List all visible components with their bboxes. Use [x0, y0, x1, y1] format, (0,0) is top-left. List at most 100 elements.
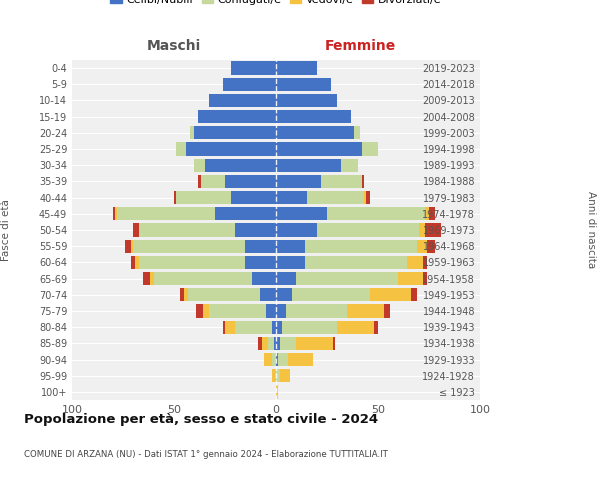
- Bar: [186, 142, 276, 156]
- Bar: [292, 288, 370, 302]
- Bar: [276, 256, 305, 269]
- Bar: [276, 320, 282, 334]
- Bar: [276, 272, 296, 285]
- Bar: [321, 175, 362, 188]
- Bar: [407, 256, 423, 269]
- Bar: [347, 304, 384, 318]
- Bar: [117, 207, 215, 220]
- Bar: [276, 94, 337, 107]
- Bar: [131, 256, 135, 269]
- Bar: [215, 207, 276, 220]
- Bar: [276, 369, 280, 382]
- Bar: [274, 336, 276, 350]
- Bar: [199, 175, 200, 188]
- Bar: [139, 256, 245, 269]
- Bar: [264, 353, 272, 366]
- Bar: [125, 240, 131, 253]
- Bar: [194, 158, 205, 172]
- Bar: [280, 336, 296, 350]
- Bar: [180, 288, 184, 302]
- Bar: [231, 62, 276, 74]
- Bar: [133, 240, 245, 253]
- Bar: [276, 175, 321, 188]
- Bar: [370, 288, 410, 302]
- Bar: [209, 94, 276, 107]
- Bar: [231, 191, 276, 204]
- Bar: [188, 288, 260, 302]
- Bar: [276, 224, 317, 236]
- Bar: [286, 304, 347, 318]
- Bar: [135, 256, 139, 269]
- Bar: [209, 304, 266, 318]
- Bar: [196, 304, 203, 318]
- Bar: [427, 240, 435, 253]
- Bar: [276, 142, 362, 156]
- Bar: [423, 272, 427, 285]
- Text: Maschi: Maschi: [147, 38, 201, 52]
- Bar: [276, 386, 278, 398]
- Bar: [305, 256, 407, 269]
- Bar: [245, 256, 276, 269]
- Bar: [366, 191, 370, 204]
- Bar: [327, 207, 425, 220]
- Bar: [257, 336, 262, 350]
- Legend: Celibi/Nubili, Coniugati/e, Vedovi/e, Divorziati/e: Celibi/Nubili, Coniugati/e, Vedovi/e, Di…: [106, 0, 446, 10]
- Bar: [143, 272, 149, 285]
- Bar: [131, 240, 133, 253]
- Bar: [419, 224, 425, 236]
- Bar: [337, 320, 374, 334]
- Bar: [425, 207, 429, 220]
- Bar: [225, 320, 235, 334]
- Bar: [272, 320, 276, 334]
- Bar: [276, 62, 317, 74]
- Bar: [223, 78, 276, 91]
- Bar: [276, 126, 353, 140]
- Bar: [417, 240, 427, 253]
- Bar: [266, 304, 276, 318]
- Bar: [174, 191, 176, 204]
- Text: Popolazione per età, sesso e stato civile - 2024: Popolazione per età, sesso e stato civil…: [24, 412, 378, 426]
- Bar: [276, 78, 331, 91]
- Bar: [276, 288, 292, 302]
- Bar: [194, 126, 276, 140]
- Bar: [184, 288, 188, 302]
- Bar: [205, 158, 276, 172]
- Bar: [133, 224, 139, 236]
- Bar: [425, 224, 441, 236]
- Bar: [276, 240, 305, 253]
- Bar: [362, 142, 378, 156]
- Bar: [113, 207, 115, 220]
- Bar: [305, 240, 417, 253]
- Bar: [154, 272, 251, 285]
- Bar: [364, 191, 366, 204]
- Bar: [225, 175, 276, 188]
- Bar: [276, 353, 278, 366]
- Bar: [268, 336, 274, 350]
- Bar: [199, 110, 276, 124]
- Text: Femmine: Femmine: [325, 38, 395, 52]
- Bar: [139, 224, 235, 236]
- Bar: [398, 272, 423, 285]
- Bar: [149, 272, 154, 285]
- Bar: [276, 207, 327, 220]
- Bar: [272, 369, 276, 382]
- Bar: [176, 191, 231, 204]
- Bar: [280, 369, 290, 382]
- Bar: [374, 320, 378, 334]
- Bar: [251, 272, 276, 285]
- Bar: [276, 336, 280, 350]
- Bar: [276, 304, 286, 318]
- Bar: [278, 353, 288, 366]
- Bar: [341, 158, 358, 172]
- Bar: [296, 336, 333, 350]
- Bar: [288, 353, 313, 366]
- Bar: [262, 336, 268, 350]
- Bar: [384, 304, 390, 318]
- Bar: [115, 207, 117, 220]
- Bar: [200, 175, 225, 188]
- Bar: [353, 126, 359, 140]
- Bar: [410, 288, 417, 302]
- Text: Anni di nascita: Anni di nascita: [586, 192, 596, 268]
- Bar: [276, 110, 352, 124]
- Bar: [317, 224, 419, 236]
